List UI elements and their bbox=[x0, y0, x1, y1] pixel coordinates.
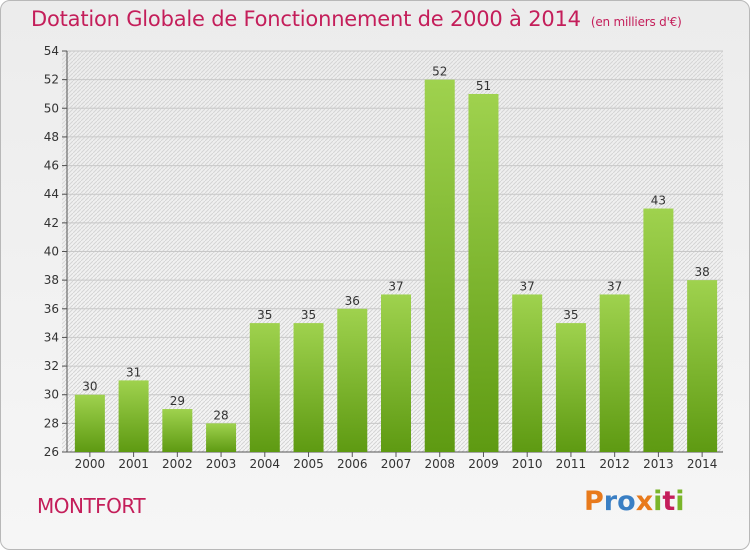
x-tick-label: 2011 bbox=[556, 457, 587, 471]
bar-value-label: 35 bbox=[563, 308, 578, 322]
bar-value-label: 52 bbox=[432, 65, 447, 79]
bar bbox=[687, 280, 718, 452]
bar bbox=[555, 323, 586, 452]
bar bbox=[512, 294, 543, 452]
commune-name: MONTFORT bbox=[37, 494, 146, 518]
logo-letter: x bbox=[635, 486, 654, 517]
bar-value-label: 37 bbox=[388, 279, 403, 293]
x-tick-label: 2014 bbox=[687, 457, 718, 471]
y-tick-label: 40 bbox=[44, 245, 59, 259]
bar bbox=[293, 323, 324, 452]
y-tick-label: 44 bbox=[44, 187, 59, 201]
bar-value-label: 37 bbox=[520, 279, 535, 293]
logo-letter: P bbox=[584, 486, 604, 517]
y-tick-label: 26 bbox=[44, 445, 59, 459]
bar-value-label: 38 bbox=[694, 265, 709, 279]
bar bbox=[424, 79, 455, 453]
x-tick-label: 2012 bbox=[599, 457, 630, 471]
bar-value-label: 43 bbox=[651, 194, 666, 208]
bar bbox=[74, 394, 105, 452]
bar-value-label: 28 bbox=[213, 408, 228, 422]
bar-value-label: 29 bbox=[170, 394, 185, 408]
y-tick-label: 36 bbox=[44, 302, 59, 316]
x-tick-label: 2001 bbox=[118, 457, 149, 471]
logo-letter: t bbox=[662, 486, 676, 517]
x-tick-label: 2000 bbox=[75, 457, 106, 471]
bar bbox=[468, 93, 499, 452]
bar-value-label: 31 bbox=[126, 365, 141, 379]
logo-letter: i bbox=[675, 486, 685, 517]
bar bbox=[381, 294, 411, 452]
y-tick-label: 46 bbox=[44, 159, 59, 173]
bar bbox=[206, 423, 237, 452]
y-tick-label: 54 bbox=[44, 44, 59, 58]
x-axis: 2000 2001 2002 2003 2004 2005 2006 2007 2008 2009… bbox=[75, 452, 718, 471]
proxiti-logo: Proxiti bbox=[584, 486, 685, 517]
bar bbox=[337, 308, 368, 452]
bar-value-label: 30 bbox=[82, 380, 97, 394]
x-tick-label: 2006 bbox=[337, 457, 368, 471]
bar bbox=[643, 208, 674, 452]
bar-value-label: 51 bbox=[476, 79, 491, 93]
x-tick-label: 2004 bbox=[250, 457, 281, 471]
x-tick-label: 2002 bbox=[162, 457, 193, 471]
y-tick-label: 42 bbox=[44, 216, 59, 230]
x-tick-label: 2007 bbox=[381, 457, 412, 471]
chart-title: Dotation Globale de Fonctionnement de 20… bbox=[31, 7, 682, 31]
bar-value-label: 37 bbox=[607, 279, 622, 293]
bar bbox=[118, 380, 149, 452]
y-tick-label: 48 bbox=[44, 130, 59, 144]
bar bbox=[599, 294, 630, 452]
logo-letter: i bbox=[653, 486, 663, 517]
bars: 30 31 29 28 35 35 36 37 52 51 37 35 37 43 38 bbox=[74, 65, 718, 453]
y-tick-label: 52 bbox=[44, 73, 59, 87]
bar bbox=[162, 409, 193, 452]
y-tick-label: 38 bbox=[44, 273, 59, 287]
bar bbox=[249, 323, 280, 452]
x-tick-label: 2008 bbox=[424, 457, 455, 471]
bar-value-label: 36 bbox=[345, 294, 360, 308]
bar-value-label: 35 bbox=[301, 308, 316, 322]
y-tick-label: 50 bbox=[44, 101, 59, 115]
x-tick-label: 2013 bbox=[643, 457, 674, 471]
chart-title-text: Dotation Globale de Fonctionnement de 20… bbox=[31, 7, 581, 31]
bar-value-label: 35 bbox=[257, 308, 272, 322]
x-tick-label: 2010 bbox=[512, 457, 543, 471]
unit-note: (en milliers d'€) bbox=[590, 15, 682, 29]
y-tick-label: 34 bbox=[44, 330, 59, 344]
y-tick-label: 28 bbox=[44, 416, 59, 430]
x-tick-label: 2003 bbox=[206, 457, 237, 471]
y-tick-label: 30 bbox=[44, 388, 59, 402]
logo-letter: o bbox=[617, 486, 636, 517]
logo-letter: r bbox=[603, 486, 618, 517]
x-tick-label: 2005 bbox=[293, 457, 324, 471]
y-tick-label: 32 bbox=[44, 359, 59, 373]
x-tick-label: 2009 bbox=[468, 457, 499, 471]
